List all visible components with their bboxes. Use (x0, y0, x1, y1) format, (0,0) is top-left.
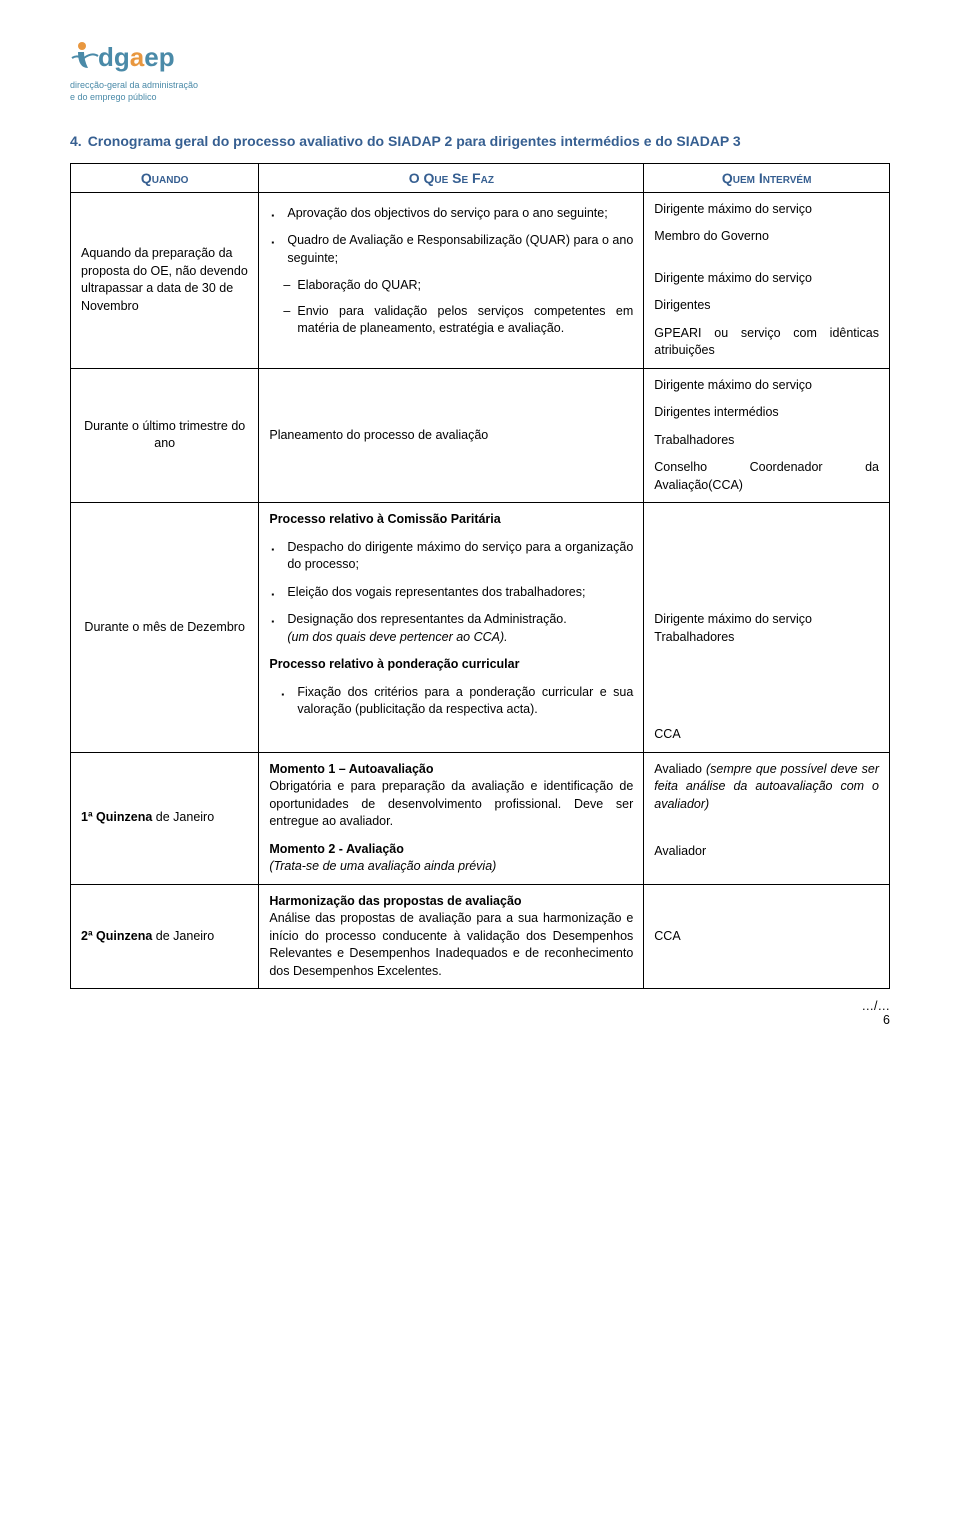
what-item: Eleição dos vogais representantes dos tr… (287, 584, 633, 602)
cronograma-table: Quando O Que Se Faz Quem Intervém Aquand… (70, 163, 890, 990)
cell-what-0: Aprovação dos objectivos do serviço para… (259, 192, 644, 368)
what-item: Designação dos representantes da Adminis… (287, 611, 633, 646)
what-title: Momento 2 - Avaliação (269, 841, 633, 859)
table-row: 2ª Quinzena de Janeiro Harmonização das … (71, 884, 890, 989)
cell-when-0: Aquando da preparação da proposta do OE,… (71, 192, 259, 368)
who-line: Dirigente máximo do serviço (654, 611, 879, 629)
table-row: Durante o último trimestre do ano Planea… (71, 368, 890, 503)
who-line: Conselho Coordenador da Avaliação(CCA) (654, 459, 879, 494)
when-prefix: 1ª Quinzena (81, 810, 152, 824)
cell-who-1: Dirigente máximo do serviço Dirigentes i… (644, 368, 890, 503)
who-line: Avaliado (sempre que possível deve ser f… (654, 761, 879, 814)
cell-when-4: 2ª Quinzena de Janeiro (71, 884, 259, 989)
svg-text:dgaep: dgaep (98, 42, 175, 72)
table-row: Aquando da preparação da proposta do OE,… (71, 192, 890, 368)
th-when: Quando (71, 163, 259, 192)
what-para: Análise das propostas de avaliação para … (269, 910, 633, 980)
section-heading: 4. Cronograma geral do processo avaliati… (70, 133, 890, 149)
what-item: Despacho do dirigente máximo do serviço … (287, 539, 633, 574)
when-prefix: 2ª Quinzena (81, 929, 152, 943)
cell-what-1: Planeamento do processo de avaliação (259, 368, 644, 503)
cell-what-4: Harmonização das propostas de avaliação … (259, 884, 644, 989)
what-subitem: Elaboração do QUAR; (297, 277, 633, 295)
what-title: Processo relativo à ponderação curricula… (269, 656, 633, 674)
who-line: Dirigente máximo do serviço (654, 270, 879, 288)
who-line: CCA (654, 726, 879, 744)
cell-when-2: Durante o mês de Dezembro (71, 503, 259, 753)
table-header-row: Quando O Que Se Faz Quem Intervém (71, 163, 890, 192)
what-item-italic: (um dos quais deve pertencer ao CCA). (287, 630, 507, 644)
logo-block: dgaep direcção-geral da administração e … (70, 40, 890, 103)
who-line: Trabalhadores (654, 629, 879, 647)
who-line: Trabalhadores (654, 432, 879, 450)
cell-what-3: Momento 1 – Autoavaliação Obrigatória e … (259, 752, 644, 884)
what-item: Aprovação dos objectivos do serviço para… (287, 205, 633, 223)
cell-who-4: CCA (644, 884, 890, 989)
what-subitem: Envio para validação pelos serviços comp… (297, 303, 633, 338)
when-suffix: de Janeiro (152, 810, 214, 824)
logo-svg: dgaep (70, 40, 230, 78)
who-line: Dirigentes intermédios (654, 404, 879, 422)
what-italic: (Trata-se de uma avaliação ainda prévia) (269, 858, 633, 876)
what-title: Harmonização das propostas de avaliação (269, 893, 633, 911)
what-item-text: Designação dos representantes da Adminis… (287, 612, 566, 626)
who-line: Membro do Governo (654, 228, 879, 246)
what-title: Processo relativo à Comissão Paritária (269, 511, 633, 529)
page-footer: …/… 6 (70, 999, 890, 1027)
who-line: Dirigente máximo do serviço (654, 201, 879, 219)
heading-number: 4. (70, 133, 82, 149)
continuation-mark: …/… (70, 999, 890, 1013)
who-line: Dirigente máximo do serviço (654, 377, 879, 395)
what-title: Momento 1 – Autoavaliação (269, 761, 633, 779)
logo-subtitle-2: e do emprego público (70, 92, 890, 102)
th-who: Quem Intervém (644, 163, 890, 192)
who-line: Dirigentes (654, 297, 879, 315)
what-para: Obrigatória e para preparação da avaliaç… (269, 778, 633, 831)
who-line: Avaliador (654, 843, 879, 861)
table-row: 1ª Quinzena de Janeiro Momento 1 – Autoa… (71, 752, 890, 884)
when-suffix: de Janeiro (152, 929, 214, 943)
who-text: Avaliado (654, 762, 706, 776)
cell-what-2: Processo relativo à Comissão Paritária D… (259, 503, 644, 753)
th-what: O Que Se Faz (259, 163, 644, 192)
logo-subtitle-1: direcção-geral da administração (70, 80, 890, 90)
cell-who-3: Avaliado (sempre que possível deve ser f… (644, 752, 890, 884)
page-number: 6 (70, 1013, 890, 1027)
what-item: Fixação dos critérios para a ponderação … (297, 684, 633, 719)
cell-when-3: 1ª Quinzena de Janeiro (71, 752, 259, 884)
cell-when-1: Durante o último trimestre do ano (71, 368, 259, 503)
who-line: GPEARI ou serviço com idênticas atribuiç… (654, 325, 879, 360)
cell-who-0: Dirigente máximo do serviço Membro do Go… (644, 192, 890, 368)
cell-who-2: Dirigente máximo do serviço Trabalhadore… (644, 503, 890, 753)
what-item: Quadro de Avaliação e Responsabilização … (287, 232, 633, 267)
heading-text: Cronograma geral do processo avaliativo … (88, 133, 741, 149)
table-row: Durante o mês de Dezembro Processo relat… (71, 503, 890, 753)
